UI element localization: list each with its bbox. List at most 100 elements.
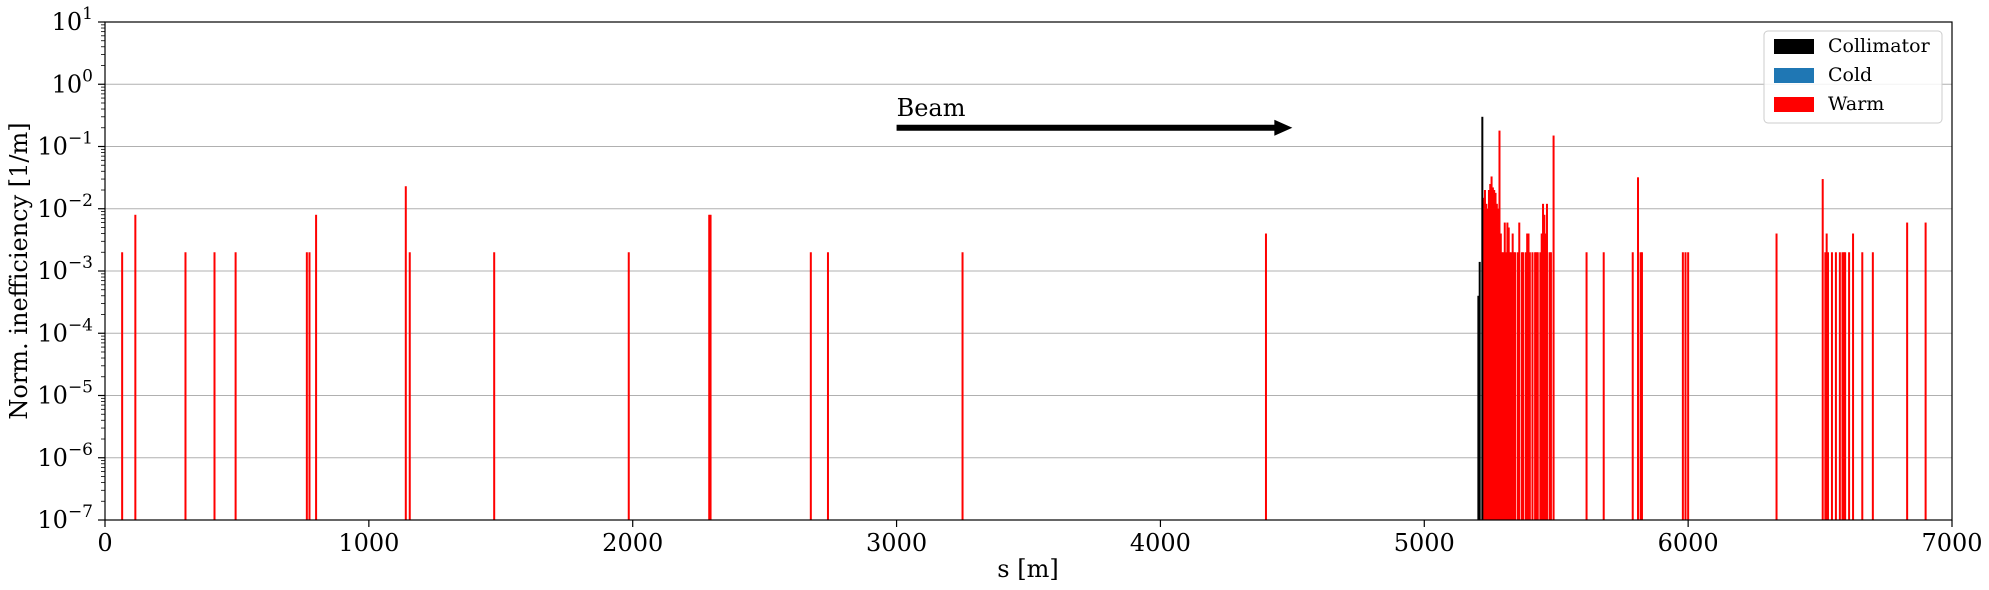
y-tick-label-base: 10 xyxy=(37,195,68,223)
bar-warm xyxy=(1531,252,1534,521)
y-tick-label-base: 10 xyxy=(37,506,68,534)
y-tick-label-exponent: −6 xyxy=(68,440,93,460)
bar-collimator xyxy=(1478,261,1481,520)
y-tick-label: 10−1 xyxy=(37,129,93,161)
bar-warm xyxy=(1487,190,1490,521)
bar-warm xyxy=(1540,233,1543,520)
bar-warm xyxy=(1861,252,1864,521)
bar-warm xyxy=(1524,252,1527,521)
beam-annotation: Beam xyxy=(896,94,1293,136)
bar-warm xyxy=(1848,252,1851,521)
y-tick-label-base: 10 xyxy=(52,70,83,98)
y-tick-label: 100 xyxy=(52,66,93,98)
bar-warm xyxy=(1485,203,1488,520)
y-tick-label-exponent: −1 xyxy=(68,129,93,149)
bar-warm xyxy=(709,214,712,520)
bar-warm xyxy=(1844,252,1847,521)
bar-warm xyxy=(1826,252,1829,521)
legend-swatch-warm xyxy=(1774,97,1814,112)
bars xyxy=(121,116,1927,521)
bar-warm xyxy=(1534,252,1537,521)
y-tick-label-exponent: −3 xyxy=(68,253,93,273)
bar-warm xyxy=(961,252,964,521)
bar-warm xyxy=(708,214,711,520)
bar-warm xyxy=(1511,233,1514,520)
bar-warm xyxy=(1494,192,1497,520)
x-tick-label: 3000 xyxy=(866,529,927,557)
bar-warm xyxy=(1640,252,1643,521)
bar-warm xyxy=(1506,222,1509,520)
x-axis-label: s [m] xyxy=(997,555,1058,583)
x-tick-label: 4000 xyxy=(1130,529,1191,557)
bar-warm xyxy=(1585,252,1588,521)
bar-warm xyxy=(1535,252,1538,521)
bar-warm xyxy=(1501,252,1504,521)
bar-warm xyxy=(1834,252,1837,521)
y-tick-label-base: 10 xyxy=(37,382,68,410)
bar-warm xyxy=(1824,252,1827,521)
bar-warm xyxy=(1838,252,1841,521)
bar-warm xyxy=(1493,190,1496,521)
bar-warm xyxy=(809,252,812,521)
beam-arrow-head-icon xyxy=(1274,119,1293,136)
bar-warm xyxy=(1527,233,1530,520)
bar-warm xyxy=(1536,252,1539,521)
bar-warm xyxy=(404,186,407,521)
bar-warm xyxy=(1602,252,1605,521)
bar-warm xyxy=(1516,252,1519,521)
bar-warm xyxy=(1489,183,1492,520)
y-tick-label-exponent: 0 xyxy=(82,66,93,86)
y-tick-label-base: 10 xyxy=(37,133,68,161)
bar-warm xyxy=(1526,233,1529,520)
bar-warm xyxy=(1499,233,1502,520)
legend-label-collimator: Collimator xyxy=(1828,35,1931,57)
bar-warm xyxy=(1512,252,1515,521)
bar-warm xyxy=(1483,190,1486,521)
bar-warm xyxy=(1687,252,1690,521)
legend: Collimator Cold Warm xyxy=(1763,30,1943,124)
bar-warm xyxy=(1775,233,1778,520)
bar-warm xyxy=(1871,252,1874,521)
bar-warm xyxy=(493,252,496,521)
bar-warm xyxy=(1552,135,1555,520)
bar-warm xyxy=(308,252,311,521)
bar-warm xyxy=(1924,222,1927,520)
bar-collimator xyxy=(1481,116,1484,521)
y-tick-label-exponent: −2 xyxy=(68,191,93,211)
bar-warm xyxy=(1544,233,1547,520)
y-tick-label-exponent: −5 xyxy=(68,378,93,398)
x-tick-label: 6000 xyxy=(1658,529,1719,557)
legend-label-cold: Cold xyxy=(1828,64,1872,86)
y-tick-label-base: 10 xyxy=(37,444,68,472)
bar-warm xyxy=(305,252,308,521)
bar-warm xyxy=(1684,252,1687,521)
x-tick-label: 1000 xyxy=(338,529,399,557)
bar-warm xyxy=(1821,179,1824,520)
bar-warm xyxy=(1549,252,1552,521)
bar-warm xyxy=(1825,233,1828,520)
bar-warm xyxy=(627,252,630,521)
y-tick-label: 10−2 xyxy=(37,191,93,223)
legend-swatch-collimator xyxy=(1774,39,1814,54)
bar-warm xyxy=(1498,130,1501,520)
bar-warm xyxy=(213,252,216,521)
bar-collimator xyxy=(1477,295,1480,520)
bar-warm xyxy=(121,252,124,521)
bar-warm xyxy=(184,252,187,521)
bar-warm xyxy=(1495,203,1498,520)
bar-warm xyxy=(1497,208,1500,520)
bar-warm xyxy=(1509,252,1512,521)
bar-warm xyxy=(1906,222,1909,520)
bar-warm xyxy=(1510,252,1513,521)
bar-warm xyxy=(1542,203,1545,520)
x-tick-label: 7000 xyxy=(1921,529,1982,557)
bar-warm xyxy=(1637,177,1640,520)
bar-warm xyxy=(1486,208,1489,520)
bar-warm xyxy=(1639,252,1642,521)
bar-warm xyxy=(1842,252,1845,521)
bar-warm xyxy=(1545,203,1548,520)
bar-warm xyxy=(1520,252,1523,521)
bar-warm xyxy=(1522,252,1525,521)
